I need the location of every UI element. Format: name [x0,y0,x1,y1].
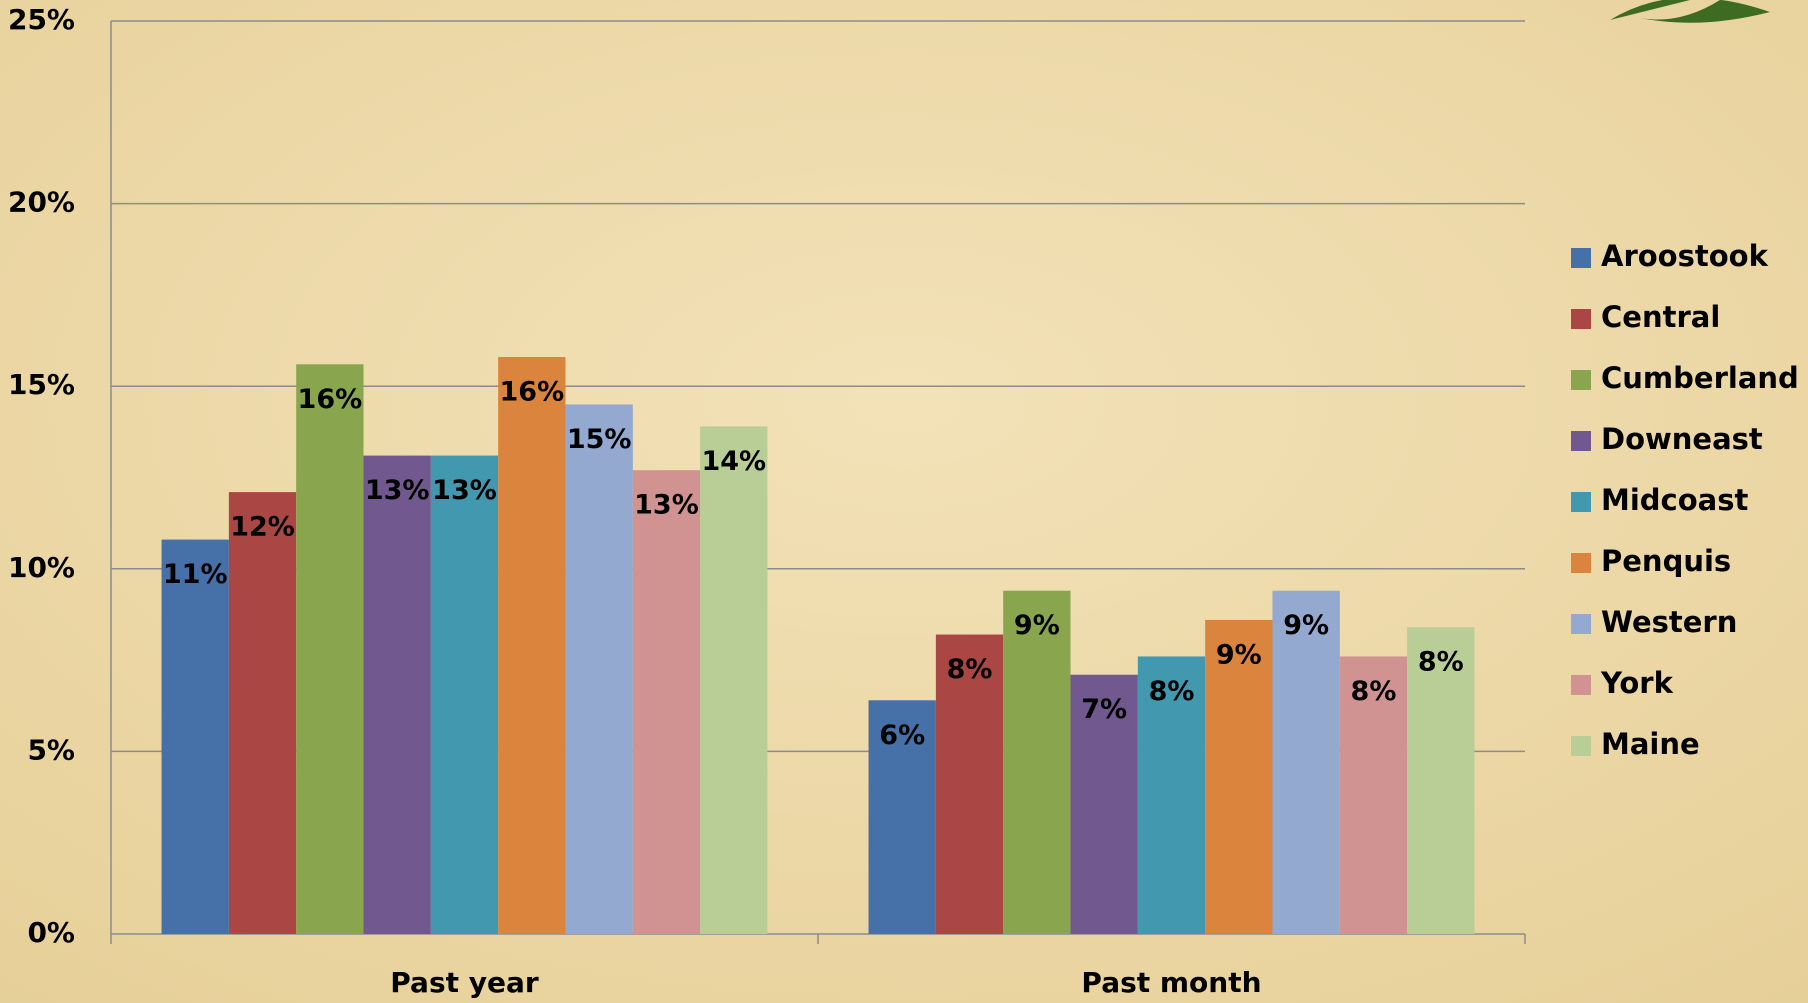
legend-swatch [1571,553,1591,573]
bar [431,456,498,934]
legend-swatch [1571,370,1591,390]
x-tick-label: Past year [390,966,539,999]
legend-label: Cumberland [1601,361,1799,395]
y-tick-label: 0% [27,916,75,949]
y-tick-label: 25% [8,3,75,36]
legend-swatch [1571,309,1591,329]
bar [700,426,767,934]
value-label: 12% [230,512,295,543]
legend-swatch [1571,614,1591,634]
legend-label: York [1600,666,1674,700]
legend-label: Aroostook [1601,239,1769,273]
value-label: 8% [1351,676,1397,707]
y-tick-label: 20% [8,186,75,219]
value-label: 7% [1081,694,1127,725]
value-label: 8% [947,654,993,685]
bar [296,364,363,934]
legend-swatch [1571,248,1591,268]
value-label: 13% [634,490,699,521]
bar [565,404,632,934]
legend-swatch [1571,675,1591,695]
legend-swatch [1571,492,1591,512]
bar [633,470,700,934]
chart: 0%5%10%15%20%25%Past year11%12%16%13%13%… [0,0,1808,1003]
value-label: 13% [365,475,430,506]
bar [1272,591,1339,934]
y-tick-label: 5% [27,733,75,766]
value-label: 8% [1149,676,1195,707]
y-tick-label: 10% [8,551,75,584]
bar [162,540,229,934]
x-tick-label: Past month [1081,966,1261,999]
bar [1003,591,1070,934]
value-label: 9% [1283,610,1329,641]
legend-label: Central [1601,300,1720,334]
y-tick-label: 15% [8,368,75,401]
legend-label: Maine [1601,727,1700,761]
value-label: 8% [1418,647,1464,678]
legend-label: Midcoast [1601,483,1749,517]
legend-label: Downeast [1601,422,1763,456]
bar [229,492,296,934]
value-label: 13% [432,475,497,506]
legend-label: Penquis [1601,544,1731,578]
bar [364,456,431,934]
value-label: 16% [500,376,565,407]
value-label: 16% [298,384,363,415]
value-label: 14% [701,446,766,477]
value-label: 15% [567,424,632,455]
value-label: 9% [1216,639,1262,670]
value-label: 6% [879,720,925,751]
value-label: 9% [1014,610,1060,641]
legend-swatch [1571,736,1591,756]
legend-swatch [1571,431,1591,451]
bar [498,357,565,934]
value-label: 11% [163,559,228,590]
legend-label: Western [1601,605,1737,639]
